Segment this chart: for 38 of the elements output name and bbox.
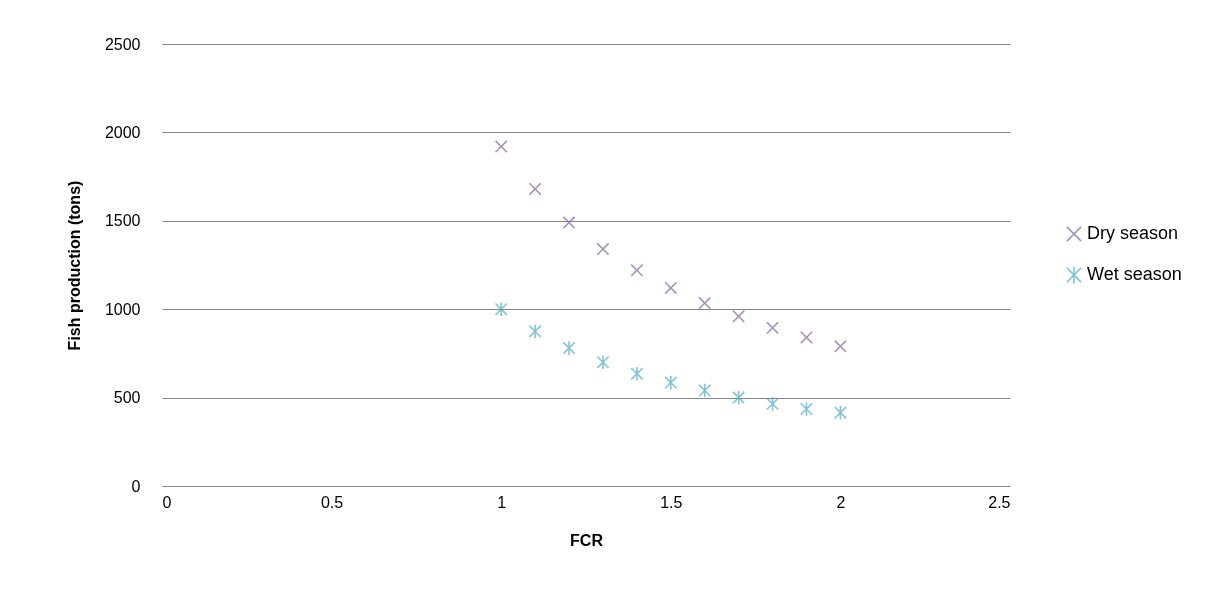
point	[799, 401, 813, 417]
legend-label: Wet season	[1087, 264, 1182, 284]
legend-label: Dry season	[1087, 223, 1179, 243]
x-tick-label: 2.5	[988, 493, 1011, 511]
point	[833, 339, 847, 353]
x-tick-label: 2	[836, 493, 846, 511]
y-tick-label: 1500	[104, 212, 141, 230]
point	[494, 301, 508, 317]
point	[698, 382, 712, 399]
point	[562, 216, 576, 230]
point	[596, 242, 610, 256]
point	[664, 281, 678, 295]
y-tick-label: 2500	[104, 35, 141, 53]
point	[799, 330, 813, 344]
point	[732, 309, 746, 323]
x-axis-title: FCR	[570, 531, 604, 549]
point	[698, 296, 712, 310]
point	[562, 340, 576, 356]
x-tick-label: 0	[162, 493, 172, 511]
x-tick-label: 1.5	[660, 493, 683, 511]
x-tick-label: 1	[497, 493, 507, 511]
point	[766, 321, 780, 335]
point	[596, 354, 610, 370]
point	[766, 396, 780, 412]
point	[664, 374, 678, 391]
point	[630, 366, 644, 382]
y-tick-label: 0	[131, 477, 141, 495]
point	[494, 140, 508, 154]
y-tick-label: 2000	[104, 123, 141, 141]
point	[630, 263, 644, 277]
point	[833, 404, 847, 421]
point	[528, 182, 542, 196]
point	[732, 389, 746, 406]
point	[528, 323, 542, 339]
y-tick-label: 1000	[104, 300, 141, 318]
y-tick-label: 500	[113, 389, 141, 407]
y-axis-title: Fish production (tons)	[65, 180, 83, 351]
x-tick-label: 0.5	[320, 493, 344, 511]
